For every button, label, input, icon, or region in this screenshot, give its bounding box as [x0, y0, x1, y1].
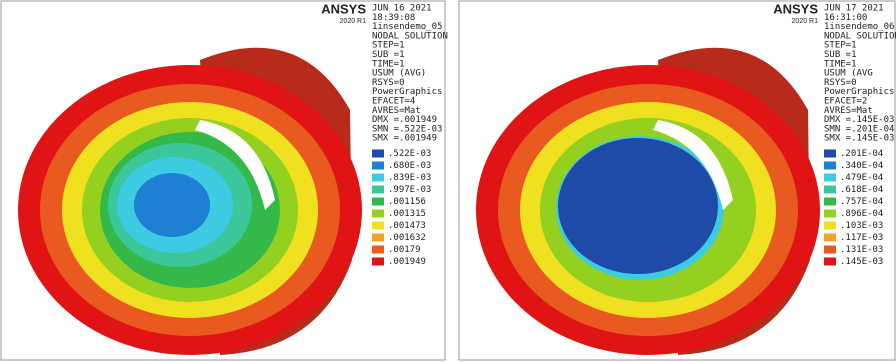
info-line: SMX =.145E-03: [824, 134, 894, 144]
legend-swatch: [372, 210, 384, 218]
legend-label: .340E-04: [840, 161, 883, 171]
version: 2020 R1: [340, 18, 367, 25]
logo: ANSYS: [321, 1, 366, 16]
legend-swatch: [824, 186, 836, 194]
legend-swatch: [824, 246, 836, 254]
legend-label: .896E-04: [840, 209, 883, 219]
legend-swatch: [824, 150, 836, 158]
legend-label: .001473: [388, 221, 426, 231]
legend-swatch: [372, 186, 384, 194]
legend-label: .001156: [388, 197, 426, 207]
legend-swatch: [824, 234, 836, 242]
legend-label: .479E-04: [840, 173, 883, 183]
legend-label: .001315: [388, 209, 426, 219]
legend-swatch: [372, 258, 384, 266]
version: 2020 R1: [792, 18, 819, 25]
legend-swatch: [824, 174, 836, 182]
legend-swatch: [824, 258, 836, 266]
legend-swatch: [824, 222, 836, 230]
legend-swatch: [372, 198, 384, 206]
legend-swatch: [372, 162, 384, 170]
legend-swatch: [372, 150, 384, 158]
legend-label: .001632: [388, 233, 426, 243]
legend-swatch: [372, 174, 384, 182]
legend-label: .117E-03: [840, 233, 883, 243]
legend-swatch: [824, 198, 836, 206]
logo: ANSYS: [773, 1, 818, 16]
legend-label: .680E-03: [388, 161, 431, 171]
legend-label: .997E-03: [388, 185, 431, 195]
legend-label: .145E-03: [840, 257, 883, 267]
legend-label: .131E-03: [840, 245, 883, 255]
legend-label: .618E-04: [840, 185, 883, 195]
legend-label: .103E-03: [840, 221, 883, 231]
legend-swatch: [372, 246, 384, 254]
screenshot: ANSYS2020 R1JUN 16 202118:39:081insendem…: [0, 0, 896, 362]
legend-label: .839E-03: [388, 173, 431, 183]
info-line: SMX =.001949: [372, 134, 437, 144]
legend-label: .00179: [388, 245, 421, 255]
legend-swatch: [372, 234, 384, 242]
legend-swatch: [824, 162, 836, 170]
legend-label: .522E-03: [388, 149, 431, 159]
legend-label: .001949: [388, 257, 426, 267]
legend-label: .757E-04: [840, 197, 883, 207]
legend-swatch: [372, 222, 384, 230]
legend-label: .201E-04: [840, 149, 883, 159]
legend-swatch: [824, 210, 836, 218]
